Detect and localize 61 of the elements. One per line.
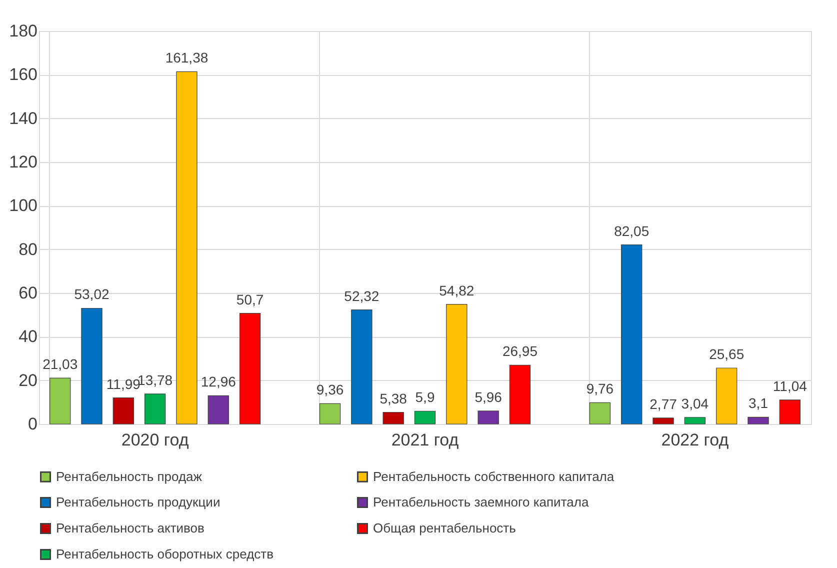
bar — [509, 364, 531, 424]
legend-label: Рентабельность заемного капитала — [373, 494, 590, 510]
bar — [112, 398, 134, 424]
data-label: 2,77 — [650, 396, 678, 412]
y-tick-label: 40 — [18, 327, 38, 346]
bar — [382, 412, 404, 424]
bar — [748, 416, 769, 424]
data-label: 13,78 — [138, 372, 173, 388]
data-label: 50,7 — [236, 291, 264, 308]
bar — [208, 395, 229, 424]
data-label: 5,38 — [380, 390, 408, 406]
bar — [621, 244, 642, 424]
data-label: 5,9 — [415, 389, 435, 406]
legend-label: Рентабельность оборотных средств — [56, 546, 274, 562]
x-tick-label: 2021 год — [391, 430, 459, 450]
data-label: 54,82 — [439, 282, 474, 298]
y-tick-label: 140 — [9, 108, 38, 128]
data-label: 161,38 — [165, 50, 208, 66]
legend-label: Общая рентабельность — [373, 520, 516, 536]
data-label: 3,1 — [748, 395, 768, 412]
data-label: 26,95 — [502, 343, 538, 360]
data-label: 9,76 — [586, 380, 614, 397]
legend-label: Рентабельность продукции — [56, 494, 220, 510]
y-tick-label: 120 — [9, 152, 38, 172]
bar — [176, 71, 198, 424]
data-label: 9,36 — [316, 382, 344, 398]
bar — [239, 313, 261, 424]
data-label: 11,04 — [772, 378, 808, 394]
bar — [81, 308, 102, 424]
data-label: 3,04 — [681, 395, 709, 412]
data-label: 52,32 — [344, 288, 380, 304]
y-tick-label: 20 — [18, 370, 38, 390]
data-label: 53,02 — [74, 286, 110, 302]
bar — [589, 402, 611, 424]
data-label: 21,03 — [42, 356, 78, 372]
data-label: 5,96 — [474, 388, 502, 405]
bar — [716, 368, 738, 424]
bar — [49, 378, 71, 424]
y-tick-label: 0 — [28, 414, 38, 434]
y-tick-label: 60 — [18, 284, 38, 302]
data-label: 25,65 — [709, 346, 744, 362]
legend-label: Рентабельность собственного капитала — [373, 468, 615, 484]
x-tick-label: 2022 год — [661, 430, 729, 450]
y-tick-label: 180 — [9, 22, 38, 40]
data-label: 82,05 — [614, 222, 650, 239]
bar — [414, 410, 436, 424]
bar — [144, 394, 166, 424]
legend-label: Рентабельность активов — [56, 520, 205, 536]
data-label: 12,96 — [200, 374, 236, 390]
x-tick-label: 2020 год — [121, 430, 189, 450]
bar — [478, 410, 499, 424]
bar — [684, 417, 706, 424]
bar — [779, 400, 801, 424]
y-tick-label: 100 — [9, 196, 38, 216]
bar — [446, 304, 468, 424]
legend-label: Рентабельность продаж — [56, 468, 202, 484]
bar — [351, 309, 372, 424]
bar — [319, 403, 341, 424]
bar — [652, 418, 674, 424]
y-tick-label: 80 — [18, 240, 38, 259]
y-tick-label: 160 — [9, 65, 38, 84]
